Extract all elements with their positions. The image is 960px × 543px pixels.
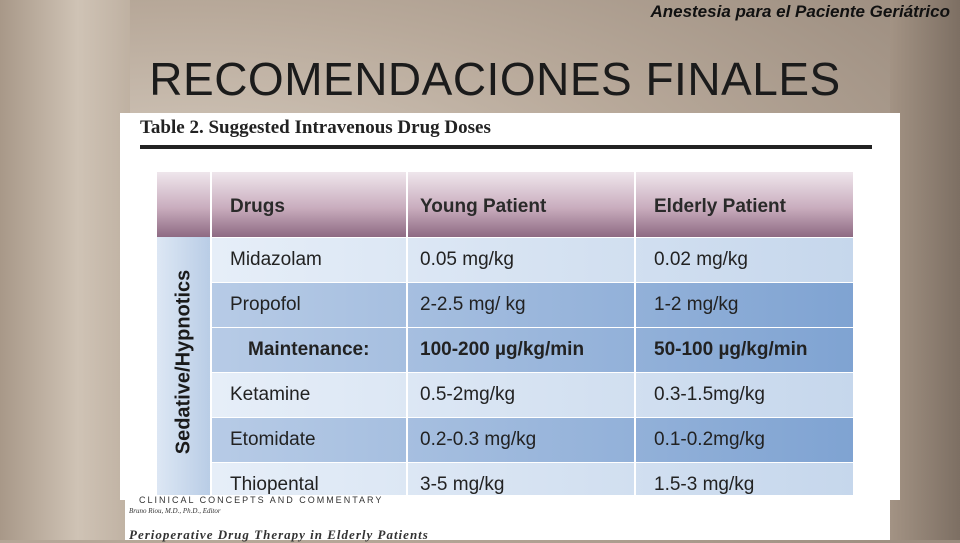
table-cell: Midazolam — [212, 238, 408, 282]
table-cell: Etomidate — [212, 418, 408, 462]
article-title: Perioperative Drug Therapy in Elderly Pa… — [129, 527, 429, 542]
table-cell: 100-200 µg/kg/min — [408, 328, 636, 372]
table-row: Etomidate 0.2-0.3 mg/kg 0.1-0.2mg/kg — [212, 417, 855, 462]
article-footer: CLINICAL CONCEPTS AND COMMENTARY Bruno R… — [125, 495, 890, 542]
table-cell: 50-100 µg/kg/min — [636, 328, 855, 372]
table-cell: 0.02 mg/kg — [636, 238, 855, 282]
header-cell: Drugs — [212, 172, 408, 237]
header-cell — [157, 172, 212, 237]
table-cell: 1.5-3 mg/kg — [636, 463, 855, 500]
table-cell: 0.05 mg/kg — [408, 238, 636, 282]
header-cell: Elderly Patient — [636, 172, 855, 237]
rule — [140, 145, 872, 149]
table-row: Midazolam 0.05 mg/kg 0.02 mg/kg — [212, 237, 855, 282]
table-row: Thiopental 3-5 mg/kg 1.5-3 mg/kg — [212, 462, 855, 500]
background-photo — [0, 0, 130, 540]
editor: Bruno Riou, M.D., Ph.D., Editor — [129, 507, 221, 515]
group-label: Sedative/Hypnotics — [172, 269, 195, 455]
header-row: Drugs Young Patient Elderly Patient — [157, 172, 855, 237]
table-caption: Table 2. Suggested Intravenous Drug Dose… — [140, 117, 491, 138]
slide-title: RECOMENDACIONES FINALES — [149, 53, 841, 105]
table-cell: Maintenance: — [212, 328, 408, 372]
table-row: Ketamine 0.5-2mg/kg 0.3-1.5mg/kg — [212, 372, 855, 417]
dose-table: Drugs Young Patient Elderly Patient Seda… — [157, 172, 855, 500]
table-row: Propofol 2-2.5 mg/ kg 1-2 mg/kg — [212, 282, 855, 327]
table-cell: 1-2 mg/kg — [636, 283, 855, 327]
table-cell: Propofol — [212, 283, 408, 327]
table-cell: Thiopental — [212, 463, 408, 500]
table-cell: 0.3-1.5mg/kg — [636, 373, 855, 417]
table-image: Table 2. Suggested Intravenous Drug Dose… — [120, 113, 900, 500]
table-cell: 2-2.5 mg/ kg — [408, 283, 636, 327]
table-cell: 3-5 mg/kg — [408, 463, 636, 500]
table-cell: 0.5-2mg/kg — [408, 373, 636, 417]
header-cell: Young Patient — [408, 172, 636, 237]
table-cell: Ketamine — [212, 373, 408, 417]
group-cell: Sedative/Hypnotics — [157, 237, 212, 500]
section-label: CLINICAL CONCEPTS AND COMMENTARY — [139, 495, 384, 505]
table-cell: 0.1-0.2mg/kg — [636, 418, 855, 462]
table-row: Maintenance: 100-200 µg/kg/min 50-100 µg/k… — [212, 327, 855, 372]
header-note: Anestesia para el Paciente Geriátrico — [650, 2, 950, 21]
table-cell: 0.2-0.3 mg/kg — [408, 418, 636, 462]
background-photo — [890, 0, 960, 540]
